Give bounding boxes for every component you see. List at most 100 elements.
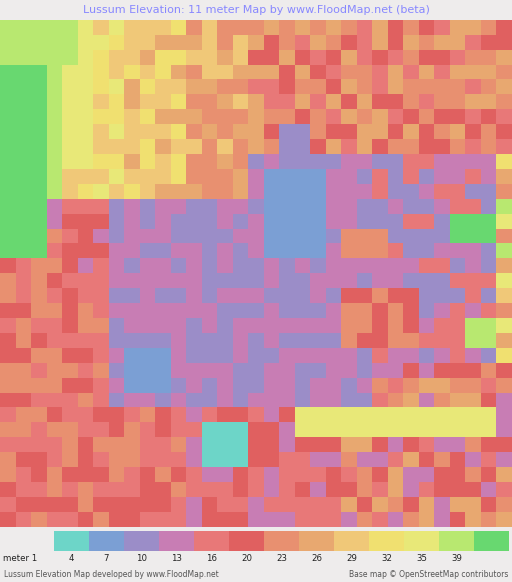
Bar <box>233 407 248 423</box>
Bar <box>155 154 170 169</box>
Bar <box>450 20 465 35</box>
Bar <box>47 139 62 154</box>
Bar <box>248 139 264 154</box>
Bar <box>295 214 310 229</box>
Bar <box>217 20 233 35</box>
Bar <box>15 258 31 274</box>
Bar <box>155 303 170 318</box>
Bar <box>31 348 47 363</box>
Bar <box>202 139 217 154</box>
Bar <box>186 20 202 35</box>
Bar <box>372 258 388 274</box>
Bar <box>481 184 497 198</box>
Bar <box>78 303 93 318</box>
Bar <box>93 363 109 378</box>
Bar <box>450 303 465 318</box>
Bar <box>62 437 78 452</box>
Bar <box>62 169 78 184</box>
Bar <box>124 467 140 482</box>
Bar <box>124 65 140 79</box>
Bar <box>15 497 31 512</box>
Bar <box>475 531 509 551</box>
Bar <box>481 392 497 407</box>
Bar <box>264 531 299 551</box>
Bar <box>217 49 233 65</box>
Bar <box>434 392 450 407</box>
Bar <box>31 79 47 94</box>
Bar <box>465 35 481 49</box>
Bar <box>404 531 439 551</box>
Bar <box>403 109 419 124</box>
Bar <box>434 378 450 392</box>
Bar <box>78 497 93 512</box>
Bar <box>155 184 170 198</box>
Bar <box>109 124 124 139</box>
Bar <box>217 467 233 482</box>
Bar <box>465 258 481 274</box>
Bar <box>248 512 264 527</box>
Bar <box>419 65 434 79</box>
Bar <box>62 423 78 437</box>
Bar <box>186 407 202 423</box>
Bar <box>342 497 357 512</box>
Bar <box>310 65 326 79</box>
Bar <box>78 258 93 274</box>
Bar <box>170 20 186 35</box>
Bar <box>78 20 93 35</box>
Bar <box>295 258 310 274</box>
Bar <box>155 333 170 348</box>
Bar <box>0 139 15 154</box>
Bar <box>0 437 15 452</box>
Bar <box>93 288 109 303</box>
Bar <box>78 273 93 288</box>
Bar <box>295 303 310 318</box>
Bar <box>264 303 279 318</box>
Bar <box>372 467 388 482</box>
Bar <box>186 333 202 348</box>
Bar <box>279 378 295 392</box>
Bar <box>342 363 357 378</box>
Bar <box>0 273 15 288</box>
Bar <box>93 303 109 318</box>
Bar <box>140 124 155 139</box>
Bar <box>403 169 419 184</box>
Bar <box>217 407 233 423</box>
Bar <box>62 497 78 512</box>
Bar <box>279 363 295 378</box>
Bar <box>109 184 124 198</box>
Bar <box>481 229 497 243</box>
Bar <box>47 65 62 79</box>
Bar <box>31 378 47 392</box>
Bar <box>497 124 512 139</box>
Bar <box>109 303 124 318</box>
Bar <box>388 437 403 452</box>
Bar <box>217 318 233 333</box>
Bar <box>419 20 434 35</box>
Bar <box>481 452 497 467</box>
Bar <box>78 288 93 303</box>
Bar <box>0 198 15 214</box>
Bar <box>357 482 372 497</box>
Bar <box>78 333 93 348</box>
Bar <box>388 452 403 467</box>
Bar <box>248 363 264 378</box>
Bar <box>248 333 264 348</box>
Bar <box>155 124 170 139</box>
Bar <box>47 452 62 467</box>
Bar <box>217 452 233 467</box>
Bar <box>170 35 186 49</box>
Bar <box>217 109 233 124</box>
Bar <box>434 124 450 139</box>
Bar <box>109 243 124 258</box>
Bar <box>15 303 31 318</box>
Bar <box>0 497 15 512</box>
Bar <box>109 348 124 363</box>
Bar <box>450 124 465 139</box>
Bar <box>450 333 465 348</box>
Bar <box>93 437 109 452</box>
Bar <box>31 363 47 378</box>
Bar <box>15 467 31 482</box>
Bar <box>357 348 372 363</box>
Bar <box>450 169 465 184</box>
Bar <box>170 65 186 79</box>
